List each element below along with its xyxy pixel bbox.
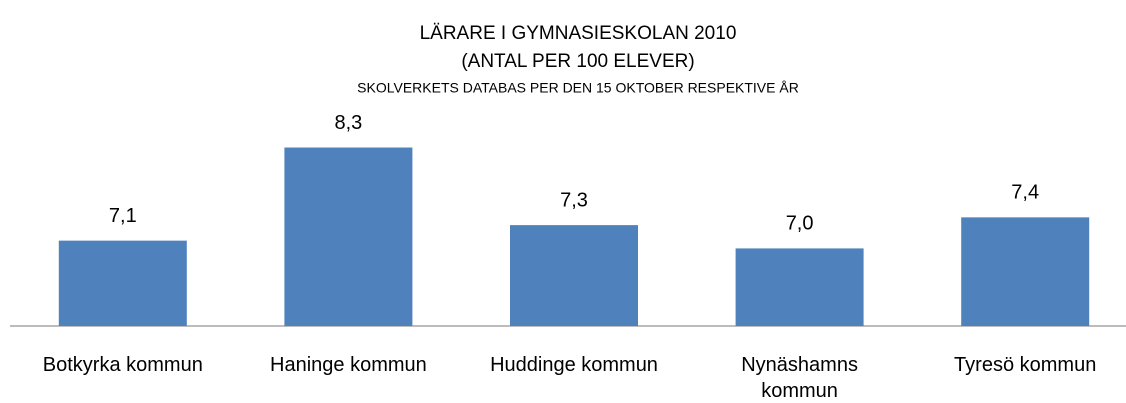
bar (58, 240, 187, 326)
chart-subtitle: (ANTAL PER 100 ELEVER) (461, 51, 694, 72)
chart-source: SKOLVERKETS DATABAS PER DEN 15 OKTOBER R… (357, 80, 799, 96)
x-tick-label: Botkyrka kommun (42, 354, 203, 376)
data-label: 7,3 (560, 189, 588, 211)
bar (961, 217, 1090, 326)
x-tick-label: Huddinge kommun (490, 354, 658, 376)
x-tick-label: Nynäshamns kommun (741, 354, 858, 402)
data-label: 8,3 (334, 112, 362, 134)
bar (284, 147, 413, 326)
x-tick-label: Haninge kommun (270, 354, 427, 376)
data-label: 7,1 (109, 205, 137, 227)
data-label: 7,0 (786, 213, 814, 235)
x-tick-label: Tyresö kommun (954, 354, 1097, 376)
chart-title: LÄRARE I GYMNASIESKOLAN 2010 (420, 23, 737, 44)
data-label: 7,4 (1011, 182, 1039, 204)
bar (735, 248, 864, 326)
bar (510, 225, 638, 326)
